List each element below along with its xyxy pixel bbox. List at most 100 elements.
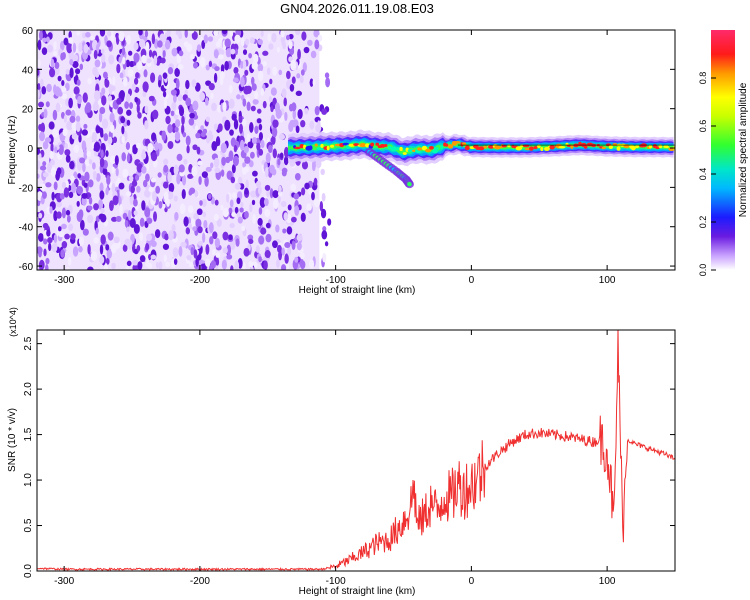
noise-blob xyxy=(290,183,297,192)
noise-blob xyxy=(101,87,106,96)
noise-blob xyxy=(221,30,228,35)
noise-blob xyxy=(235,238,240,247)
noise-blob xyxy=(42,191,47,199)
noise-blob xyxy=(126,265,130,270)
spectrogram-x-tick-label: 100 xyxy=(599,275,616,286)
noise-blob xyxy=(306,203,312,211)
noise-blob xyxy=(153,211,157,222)
signal-hot-blob xyxy=(630,145,636,151)
noise-blob xyxy=(115,167,119,177)
noise-blob xyxy=(167,191,174,200)
noise-blob xyxy=(163,158,169,166)
noise-blob xyxy=(272,240,278,249)
noise-blob xyxy=(61,93,68,100)
noise-blob xyxy=(278,133,286,140)
spectrogram-y-axis-label: Frequency (Hz) xyxy=(7,116,18,185)
noise-blob xyxy=(66,121,73,131)
noise-blob xyxy=(236,211,241,218)
noise-blob xyxy=(48,242,52,252)
noise-blob xyxy=(322,253,327,263)
colorbar-ticks: 0.0 0.2 0.4 0.6 0.8 xyxy=(698,72,716,276)
noise-blob xyxy=(204,258,211,267)
noise-blob xyxy=(122,56,126,65)
noise-blob xyxy=(270,87,277,96)
noise-blob xyxy=(99,244,104,255)
noise-blob xyxy=(240,60,244,69)
noise-blob xyxy=(280,200,287,207)
noise-blob xyxy=(112,136,118,144)
noise-blob xyxy=(148,186,154,192)
noise-blob xyxy=(297,108,303,120)
noise-blob xyxy=(325,77,331,88)
noise-blob xyxy=(270,105,274,113)
noise-blob xyxy=(53,181,58,191)
noise-blob xyxy=(294,256,299,263)
noise-blob xyxy=(231,192,237,199)
noise-blob xyxy=(258,186,262,195)
signal-hot-blob xyxy=(665,145,669,149)
noise-blob xyxy=(281,167,288,174)
noise-blob xyxy=(196,44,202,52)
noise-blob xyxy=(144,30,149,38)
noise-blob xyxy=(128,50,133,56)
noise-blob xyxy=(75,68,81,75)
noise-blob xyxy=(269,78,273,85)
noise-blob xyxy=(244,156,251,164)
noise-blob xyxy=(93,237,100,244)
noise-blob xyxy=(168,182,175,193)
noise-blob xyxy=(60,223,67,230)
noise-blob xyxy=(134,96,139,103)
noise-blob xyxy=(213,157,220,168)
noise-blob xyxy=(252,98,259,105)
noise-blob xyxy=(260,139,265,149)
noise-blob xyxy=(157,79,162,88)
noise-blob xyxy=(68,191,74,199)
noise-blob xyxy=(46,229,51,237)
noise-blob xyxy=(136,185,141,193)
noise-blob xyxy=(319,200,324,212)
noise-blob xyxy=(117,106,124,115)
noise-blob xyxy=(222,247,228,254)
signal-hot-blob xyxy=(396,147,400,151)
noise-blob xyxy=(168,230,174,241)
noise-blob xyxy=(51,243,58,253)
noise-blob xyxy=(272,190,279,199)
signal-hot-blob xyxy=(299,143,305,149)
noise-blob xyxy=(311,191,315,201)
noise-blob xyxy=(53,233,58,244)
noise-blob xyxy=(176,54,182,64)
noise-blob xyxy=(224,60,229,71)
noise-blob xyxy=(205,116,211,122)
noise-blob xyxy=(189,112,195,119)
noise-blob xyxy=(178,31,183,40)
noise-blob xyxy=(126,260,132,267)
noise-blob xyxy=(252,213,256,224)
noise-blob xyxy=(187,173,193,179)
signal-hot-blob xyxy=(390,146,398,152)
noise-blob xyxy=(178,50,184,57)
noise-blob xyxy=(103,133,109,142)
noise-blob xyxy=(276,259,280,269)
noise-blob xyxy=(309,120,315,130)
noise-blob xyxy=(153,38,159,49)
noise-blob xyxy=(110,33,115,43)
noise-blob xyxy=(137,112,142,119)
noise-blob xyxy=(131,83,136,92)
noise-blob xyxy=(213,72,218,83)
noise-blob xyxy=(56,211,62,219)
signal-hot-blob xyxy=(444,143,449,147)
snr-x-tick-label: 100 xyxy=(599,576,616,587)
signal-hot-blob xyxy=(329,144,335,148)
noise-blob xyxy=(63,37,69,46)
noise-blob xyxy=(45,36,50,43)
signal-hot-blob xyxy=(316,147,324,151)
noise-blob xyxy=(133,42,139,51)
noise-blob xyxy=(214,199,219,206)
noise-blob xyxy=(234,34,241,44)
noise-blob xyxy=(64,142,69,149)
noise-blob xyxy=(170,110,175,117)
noise-blob xyxy=(263,260,268,270)
noise-blob xyxy=(300,120,306,128)
noise-blob xyxy=(47,162,53,173)
noise-blob xyxy=(133,198,138,207)
